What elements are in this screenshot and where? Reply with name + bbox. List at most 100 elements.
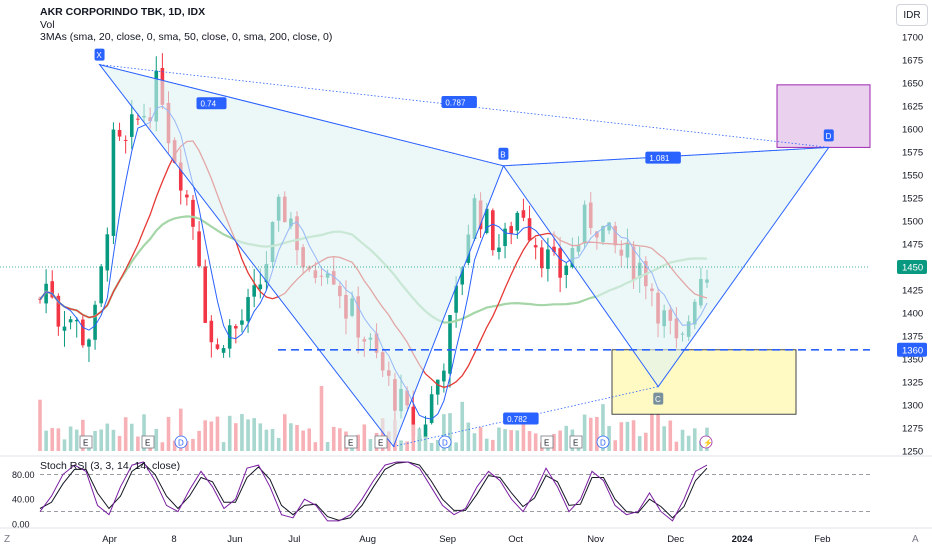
stoch-rsi-legend: Stoch RSI (3, 3, 14, 14, close) (40, 460, 181, 472)
earnings-event-label: E (348, 439, 353, 448)
earnings-event-marker (141, 435, 155, 449)
volume-bar (417, 428, 422, 451)
price-tick-label: 1700 (902, 33, 923, 44)
candle-body (454, 285, 458, 313)
volume-bar (56, 428, 61, 451)
volume-bar (478, 427, 483, 451)
volume-bar (699, 440, 703, 451)
candle-body (203, 266, 208, 323)
ratio-badge (441, 96, 477, 108)
volume-bar (442, 414, 446, 451)
volume-bar (154, 428, 159, 451)
split-event-marker (699, 435, 713, 449)
ratio-label: 1.081 (649, 154, 670, 163)
candle-body (558, 248, 562, 278)
volume-bar (460, 401, 465, 451)
volume-bar (160, 442, 165, 451)
volume-bar (515, 430, 520, 451)
ratio-label: 0.787 (445, 99, 466, 108)
volume-bar (588, 417, 593, 451)
volume-bar (607, 426, 611, 451)
pattern-point-label: D (826, 132, 832, 141)
volume-bar (264, 429, 269, 451)
candle-body (191, 199, 195, 227)
candle-body (74, 319, 79, 322)
time-tick-label: Oct (508, 534, 523, 545)
volume-bar (38, 399, 42, 451)
candle-body (56, 295, 61, 327)
candle-body (503, 228, 507, 247)
volume-bar (484, 438, 489, 451)
volume-bar (527, 431, 532, 451)
candle-body (81, 319, 85, 346)
auto-scale-button[interactable]: A (912, 534, 919, 545)
volume-bar (411, 424, 416, 451)
volume-bar (203, 420, 208, 451)
volume-bar (386, 431, 391, 451)
volume-bar (282, 414, 287, 451)
pattern-point-label: B (500, 150, 505, 159)
candle-body (252, 285, 256, 297)
volume-bar (558, 430, 562, 451)
candle-body (50, 281, 55, 298)
candle-body (178, 162, 183, 191)
volume-bar (276, 437, 281, 451)
volume-bar (674, 441, 679, 451)
candle-body (246, 297, 250, 322)
stoch-d-line (39, 461, 708, 521)
volume-bar (252, 418, 256, 451)
time-tick-label: Dec (667, 534, 684, 545)
volume-bar (521, 421, 526, 451)
volume-bar (142, 414, 146, 451)
candle-body (509, 226, 513, 234)
volume-bar (503, 429, 507, 451)
price-tick-label: 1425 (902, 286, 923, 297)
earnings-event-label: E (378, 439, 383, 448)
volume-bar (582, 414, 587, 451)
time-tick-label: Nov (587, 534, 604, 545)
dividend-event-label: D (600, 439, 606, 448)
time-tick-label: Aug (359, 534, 376, 545)
volume-bar (105, 423, 110, 451)
earnings-event-marker (540, 435, 554, 449)
volume-bar (356, 434, 361, 451)
volume-bar (331, 426, 336, 451)
volume-bar (93, 430, 97, 451)
candle-body (429, 394, 434, 423)
volume-bar (368, 439, 373, 451)
volume-bar (240, 413, 244, 451)
last-price-label: 1450 (902, 263, 923, 274)
volume-bar (454, 442, 458, 451)
price-tick-label: 1625 (902, 102, 923, 113)
earnings-event-label: E (573, 439, 578, 448)
candle-body (87, 339, 91, 347)
pattern-point-badge (823, 129, 834, 142)
volume-bar (68, 426, 73, 451)
zoom-reset-button[interactable]: Z (4, 534, 11, 545)
candle-body (136, 118, 140, 120)
price-tick-label: 1675 (902, 56, 923, 67)
currency-button[interactable]: IDR (896, 4, 928, 26)
ratio-badge (196, 97, 227, 110)
candle-body (423, 424, 428, 438)
earnings-event-marker (374, 435, 388, 449)
volume-bar (307, 428, 312, 451)
ratio-line (99, 64, 504, 167)
volume-bar (129, 423, 134, 451)
volume-bar (564, 425, 569, 451)
candle-body (234, 326, 238, 329)
price-tick-label: 1350 (902, 355, 923, 366)
volume-bar (301, 430, 305, 451)
candle-body (99, 266, 103, 304)
volume-bar (136, 436, 140, 451)
volume-bar (50, 428, 55, 451)
time-tick-label: 2024 (732, 534, 754, 545)
time-tick-label: Apr (102, 534, 117, 545)
volume-bar (595, 416, 599, 451)
volume-bar (74, 429, 79, 451)
volume-bar (435, 440, 440, 451)
volume-bar (81, 419, 85, 451)
pattern-triangle-xab (98, 63, 505, 448)
candle-body (552, 246, 556, 252)
